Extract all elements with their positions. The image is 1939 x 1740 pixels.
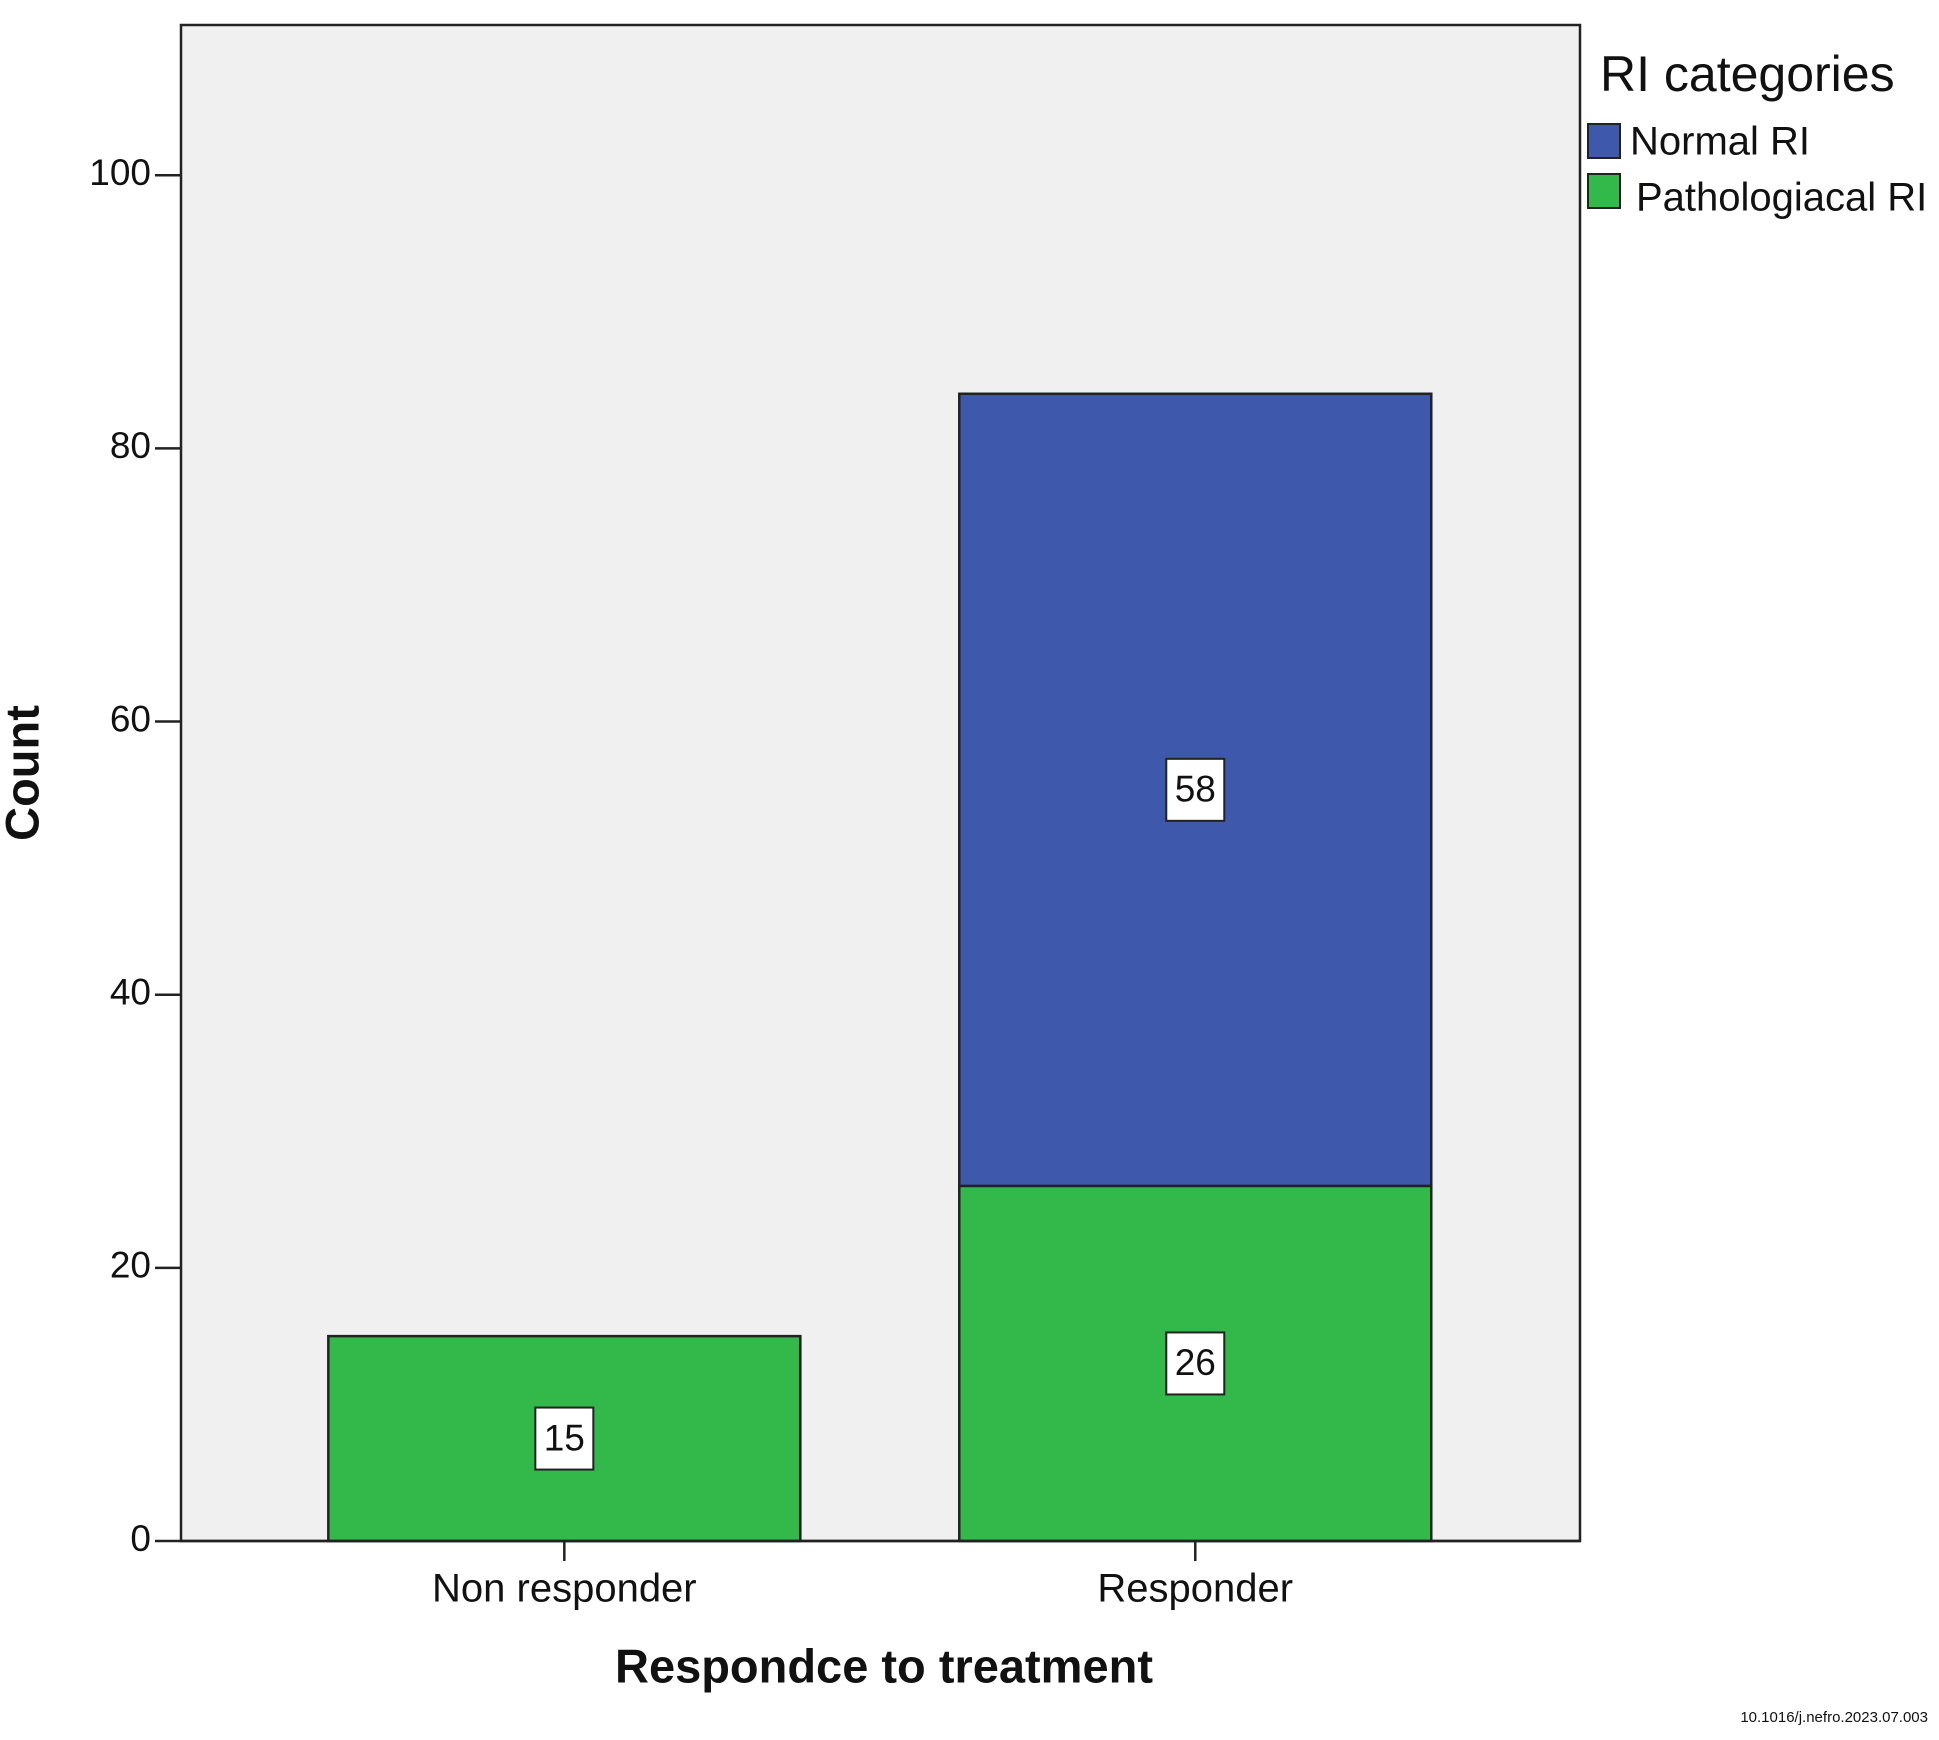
value-label-box	[534, 1406, 595, 1471]
legend-label: Normal RI	[1630, 120, 1810, 164]
y-tick-label: 40	[110, 971, 151, 1012]
y-tick-label: 100	[89, 152, 151, 193]
y-tick-label: 20	[110, 1245, 151, 1286]
y-tick-label: 80	[110, 425, 151, 466]
y-tick-label: 0	[130, 1518, 151, 1559]
legend-swatch	[1587, 173, 1621, 209]
legend-title: RI categories	[1600, 46, 1895, 102]
legend-label: Pathologiacal RI	[1636, 176, 1927, 220]
value-label-box	[1165, 757, 1226, 822]
y-axis-title: Count	[0, 705, 48, 841]
legend-swatch	[1587, 123, 1621, 159]
x-tick-label: Responder	[1097, 1567, 1293, 1611]
value-label-box	[1165, 1331, 1226, 1396]
value-label: 26	[1175, 1342, 1216, 1383]
value-label: 58	[1175, 769, 1216, 810]
x-tick-label: Non responder	[432, 1567, 697, 1611]
x-axis-title: Respondce to treatment	[615, 1639, 1153, 1692]
y-tick-label: 60	[110, 698, 151, 739]
value-label: 15	[544, 1417, 585, 1458]
footnote: 10.1016/j.nefro.2023.07.003	[1740, 1709, 1928, 1726]
